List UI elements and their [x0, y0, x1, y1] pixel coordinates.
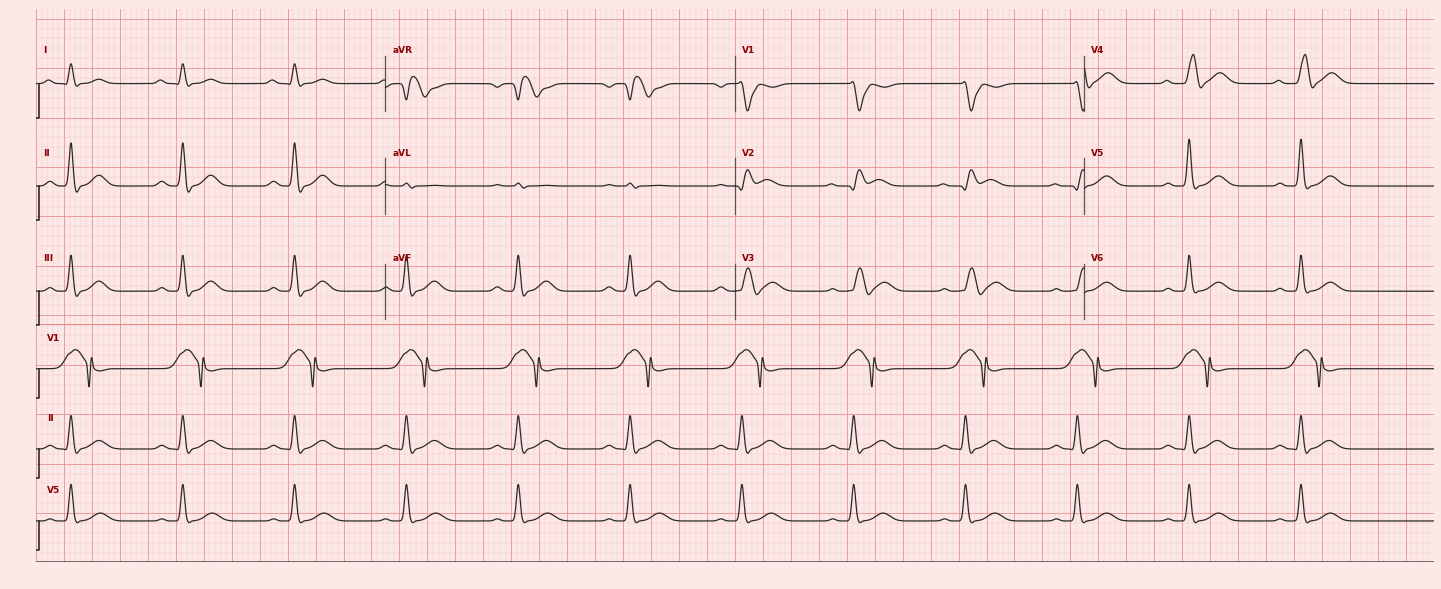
Text: V3: V3 — [742, 254, 755, 263]
Text: aVR: aVR — [392, 46, 412, 55]
Text: V6: V6 — [1091, 254, 1105, 263]
Text: II: II — [43, 148, 50, 157]
Text: V1: V1 — [48, 334, 61, 343]
Text: V5: V5 — [48, 487, 61, 495]
Text: aVL: aVL — [392, 148, 411, 157]
Text: V4: V4 — [1091, 46, 1105, 55]
Text: V1: V1 — [742, 46, 755, 55]
Text: V2: V2 — [742, 148, 755, 157]
Text: III: III — [43, 254, 53, 263]
Text: II: II — [48, 414, 53, 423]
Text: aVF: aVF — [392, 254, 412, 263]
Text: I: I — [43, 46, 46, 55]
Text: V5: V5 — [1091, 148, 1105, 157]
